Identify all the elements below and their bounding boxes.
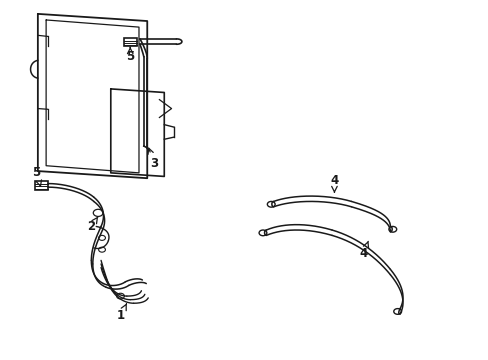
Text: 2: 2 — [87, 217, 98, 233]
Text: 3: 3 — [148, 148, 158, 170]
Text: 5: 5 — [32, 166, 41, 186]
Text: 4: 4 — [330, 174, 338, 192]
Text: 4: 4 — [359, 241, 368, 260]
Text: 5: 5 — [126, 48, 134, 63]
Text: 1: 1 — [116, 304, 126, 322]
